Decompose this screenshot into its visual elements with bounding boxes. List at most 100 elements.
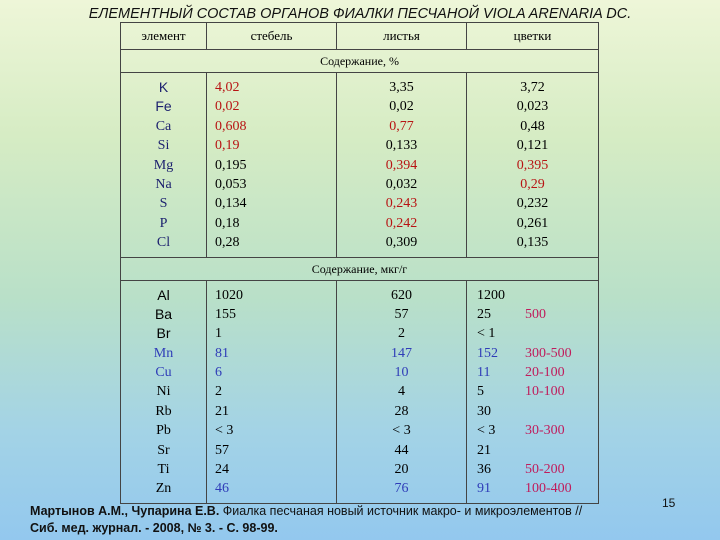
section2-flowers-cell: 5 <box>477 384 484 400</box>
section1-elements-cell: Si <box>157 138 170 154</box>
section1-flowers-cell: 0,29 <box>520 176 545 192</box>
section2-flowers: 1200 25 500 < 1 152 300-500 11 20-100 5 10-100 30 <… <box>466 279 599 504</box>
section1-elements-cell: Na <box>155 176 172 192</box>
section1-leaves-cell: 0,133 <box>385 138 418 154</box>
section2-stem-cell: 24 <box>215 462 229 478</box>
section2-flowers-row: 152 300-500 <box>471 344 594 363</box>
section2-elements: Al Ba Br Mn Cu Ni Rb Pb Sr Ti Zn <box>120 279 207 504</box>
section2-leaves-cell: 28 <box>394 403 409 419</box>
section1-flowers: 3,72 0,023 0,48 0,121 0,395 0,29 0,232 0,261 0,1… <box>466 72 599 258</box>
section1-flowers-cell: 0,121 <box>516 138 549 154</box>
section1-stem-cell: 0,02 <box>215 99 240 115</box>
section2-elements-cell: Al <box>157 286 170 303</box>
citation-authors: Мартынов А.М., Чупарина Е.В. <box>30 504 220 518</box>
section2-flowers-cell: < 1 <box>477 326 496 342</box>
section2-flowers-row: < 1 <box>471 324 594 343</box>
section2-data-row: Al Ba Br Mn Cu Ni Rb Pb Sr Ti Zn 1020 155 1 81 6 2 21 < 3… <box>120 279 599 504</box>
section1-elements: K Fe Ca Si Mg Na S P Cl <box>120 72 207 258</box>
header-stem: стебель <box>206 22 337 50</box>
section1-label: Содержание, % <box>120 49 599 73</box>
header-flowers: цветки <box>466 22 599 50</box>
section2-flower-range-cell: 100-400 <box>525 481 572 497</box>
section2-elements-cell: Br <box>156 325 171 342</box>
section2-elements-cell: Sr <box>157 442 170 458</box>
section2-elements-cell: Ti <box>157 462 170 478</box>
header-row: элемент стебель листья цветки <box>120 22 599 50</box>
section2-flowers-row: < 3 30-300 <box>471 421 594 440</box>
section2-stem-cell: < 3 <box>215 423 234 439</box>
section2-stem: 1020 155 1 81 6 2 21 < 3 57 24 46 <box>206 279 337 504</box>
composition-table: элемент стебель листья цветки Содержание… <box>120 22 599 504</box>
section2-flowers-row: 5 10-100 <box>471 382 594 401</box>
section1-flowers-cell: 0,48 <box>520 118 545 134</box>
section2-stem-cell: 6 <box>215 365 222 381</box>
header-leaves: листья <box>336 22 467 50</box>
section2-label-row: Содержание, мкг/г <box>120 256 599 281</box>
section1-stem-cell: 4,02 <box>215 80 240 95</box>
section1-flowers-cell: 0,232 <box>516 196 549 212</box>
section2-stem-cell: 57 <box>215 442 229 458</box>
section2-elements-cell: Ni <box>156 384 171 400</box>
slide-title: ЕЛЕМЕНТНЫЙ СОСТАВ ОРГАНОВ ФИАЛКИ ПЕСЧАНО… <box>88 6 632 22</box>
section1-stem-cell: 0,134 <box>215 196 247 212</box>
page-number: 15 <box>662 496 676 510</box>
citation: Мартынов А.М., Чупарина Е.В. Фиалка песч… <box>30 503 660 537</box>
section2-elements-cell: Pb <box>156 423 171 439</box>
section2-flowers-cell: 30 <box>477 403 491 419</box>
section1-flowers-cell: 0,135 <box>516 235 549 251</box>
section2-leaves-cell: 76 <box>394 481 409 497</box>
section2-flower-range-cell: 50-200 <box>525 462 565 478</box>
section2-flower-range-cell: 300-500 <box>525 345 572 361</box>
section2-flowers-cell: 36 <box>477 462 491 478</box>
section2-leaves-cell: 147 <box>391 345 412 361</box>
section1-flowers-cell: 0,395 <box>516 157 549 173</box>
section1-elements-cell: P <box>159 215 168 231</box>
section2-flowers-row: 11 20-100 <box>471 363 594 382</box>
section1-data-row: K Fe Ca Si Mg Na S P Cl 4,02 0,02 0,608 0,19 0,195 0,… <box>120 72 599 258</box>
section2-flowers-row: 21 <box>471 441 594 460</box>
section2-flowers-cell: 11 <box>477 365 491 381</box>
section1-leaves-cell: 3,35 <box>389 80 414 95</box>
section2-flowers-cell: 152 <box>477 345 498 361</box>
section2-flower-range-cell: 30-300 <box>525 423 565 439</box>
header-element: элемент <box>120 22 207 50</box>
section2-elements-cell: Rb <box>155 403 172 419</box>
section2-flowers-row: 1200 <box>471 286 594 305</box>
section1-stem-cell: 0,19 <box>215 138 240 154</box>
section1-leaves-cell: 0,77 <box>389 118 414 134</box>
section2-stem-cell: 1020 <box>215 287 243 303</box>
section2-leaves-cell: 20 <box>394 462 409 478</box>
section2-flower-range-cell: 20-100 <box>525 365 565 381</box>
section2-elements-cell: Ba <box>154 305 173 322</box>
section2-leaves-cell: 44 <box>394 442 409 458</box>
section1-stem-cell: 0,195 <box>215 157 247 173</box>
section2-flowers-row: 25 500 <box>471 305 594 324</box>
section1-stem-cell: 0,053 <box>215 176 247 192</box>
section2-elements-cell: Cu <box>155 365 172 381</box>
section2-leaves-cell: 620 <box>391 287 412 303</box>
section2-flowers-cell: 1200 <box>477 287 505 303</box>
section2-leaves-cell: 2 <box>398 326 405 342</box>
section2-stem-cell: 2 <box>215 384 222 400</box>
section1-flowers-cell: 0,023 <box>516 99 549 115</box>
section2-flower-range-cell: 500 <box>525 306 546 322</box>
section2-leaves-cell: 57 <box>394 306 409 322</box>
section2-leaves-cell: 4 <box>398 384 405 400</box>
citation-text: Фиалка песчаная новый источник макро- и … <box>219 504 583 518</box>
section1-leaves-cell: 0,243 <box>385 196 418 212</box>
section1-stem: 4,02 0,02 0,608 0,19 0,195 0,053 0,134 0,18 0,28 <box>206 72 337 258</box>
section2-elements-cell: Zn <box>155 481 172 497</box>
section2-label: Содержание, мкг/г <box>120 256 599 281</box>
section2-flowers-row: 30 <box>471 402 594 421</box>
section2-flowers-cell: 91 <box>477 481 491 497</box>
section2-flowers-row: 91 100-400 <box>471 479 594 498</box>
section2-flower-range-cell: 10-100 <box>525 384 565 400</box>
section2-stem-cell: 81 <box>215 345 229 361</box>
section2-elements-cell: Mn <box>153 345 174 361</box>
section1-elements-cell: Fe <box>155 98 172 115</box>
section2-flowers-cell: < 3 <box>477 423 496 439</box>
section1-leaves-cell: 0,02 <box>389 99 414 115</box>
section1-elements-cell: Ca <box>155 118 172 134</box>
section2-leaves-cell: 10 <box>394 365 409 381</box>
section1-stem-cell: 0,28 <box>215 235 240 251</box>
